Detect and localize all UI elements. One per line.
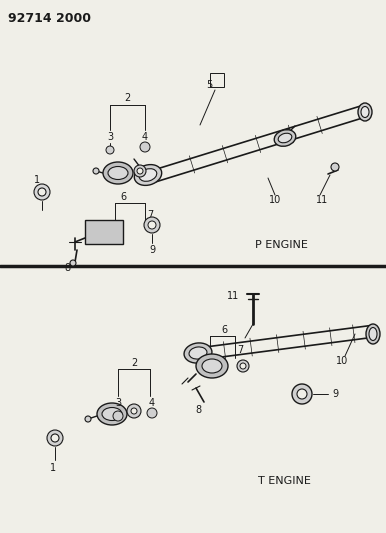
Ellipse shape: [184, 343, 212, 363]
Text: 10: 10: [336, 356, 348, 366]
Text: 6: 6: [120, 192, 126, 202]
Circle shape: [331, 163, 339, 171]
Text: T ENGINE: T ENGINE: [258, 476, 311, 486]
Circle shape: [292, 384, 312, 404]
Circle shape: [240, 363, 246, 369]
Circle shape: [113, 411, 123, 421]
Circle shape: [106, 146, 114, 154]
Bar: [210, 73, 224, 87]
Ellipse shape: [196, 354, 228, 378]
Text: 7: 7: [147, 210, 153, 220]
Text: 8: 8: [64, 263, 70, 273]
Circle shape: [137, 168, 143, 174]
Ellipse shape: [366, 324, 380, 344]
Text: 3: 3: [107, 132, 113, 142]
Text: 7: 7: [237, 345, 243, 355]
Text: 4: 4: [142, 132, 148, 142]
Circle shape: [148, 221, 156, 229]
Text: 5: 5: [206, 80, 212, 90]
Circle shape: [127, 404, 141, 418]
Circle shape: [34, 184, 50, 200]
Ellipse shape: [108, 166, 128, 180]
Circle shape: [93, 168, 99, 174]
Ellipse shape: [369, 327, 377, 341]
Circle shape: [131, 408, 137, 414]
Circle shape: [147, 408, 157, 418]
Circle shape: [237, 360, 249, 372]
Circle shape: [134, 165, 146, 177]
Ellipse shape: [103, 162, 133, 184]
Text: 11: 11: [316, 195, 328, 205]
Ellipse shape: [361, 107, 369, 117]
Circle shape: [85, 416, 91, 422]
Ellipse shape: [202, 359, 222, 373]
Text: 3: 3: [115, 398, 121, 408]
Text: P ENGINE: P ENGINE: [255, 240, 308, 250]
Text: 4: 4: [149, 398, 155, 408]
Circle shape: [47, 430, 63, 446]
Bar: [85, 220, 123, 244]
Ellipse shape: [358, 103, 372, 121]
Ellipse shape: [274, 130, 296, 146]
Circle shape: [140, 142, 150, 152]
Text: 9: 9: [149, 245, 155, 255]
Ellipse shape: [97, 403, 127, 425]
Ellipse shape: [134, 165, 162, 185]
Ellipse shape: [139, 168, 157, 181]
Text: 92714 2000: 92714 2000: [8, 12, 91, 25]
Ellipse shape: [189, 347, 207, 359]
Text: 10: 10: [269, 195, 281, 205]
Circle shape: [297, 389, 307, 399]
Circle shape: [144, 217, 160, 233]
Circle shape: [70, 260, 76, 266]
Text: 11: 11: [227, 291, 239, 301]
Text: 1: 1: [34, 175, 40, 185]
Ellipse shape: [102, 408, 122, 421]
Circle shape: [38, 188, 46, 196]
Text: 8: 8: [195, 405, 201, 415]
Circle shape: [51, 434, 59, 442]
Ellipse shape: [278, 133, 292, 143]
Text: 2: 2: [124, 93, 130, 103]
Text: 6: 6: [221, 325, 227, 335]
Text: 2: 2: [131, 358, 137, 368]
Text: 1: 1: [50, 463, 56, 473]
Text: 9: 9: [332, 389, 338, 399]
